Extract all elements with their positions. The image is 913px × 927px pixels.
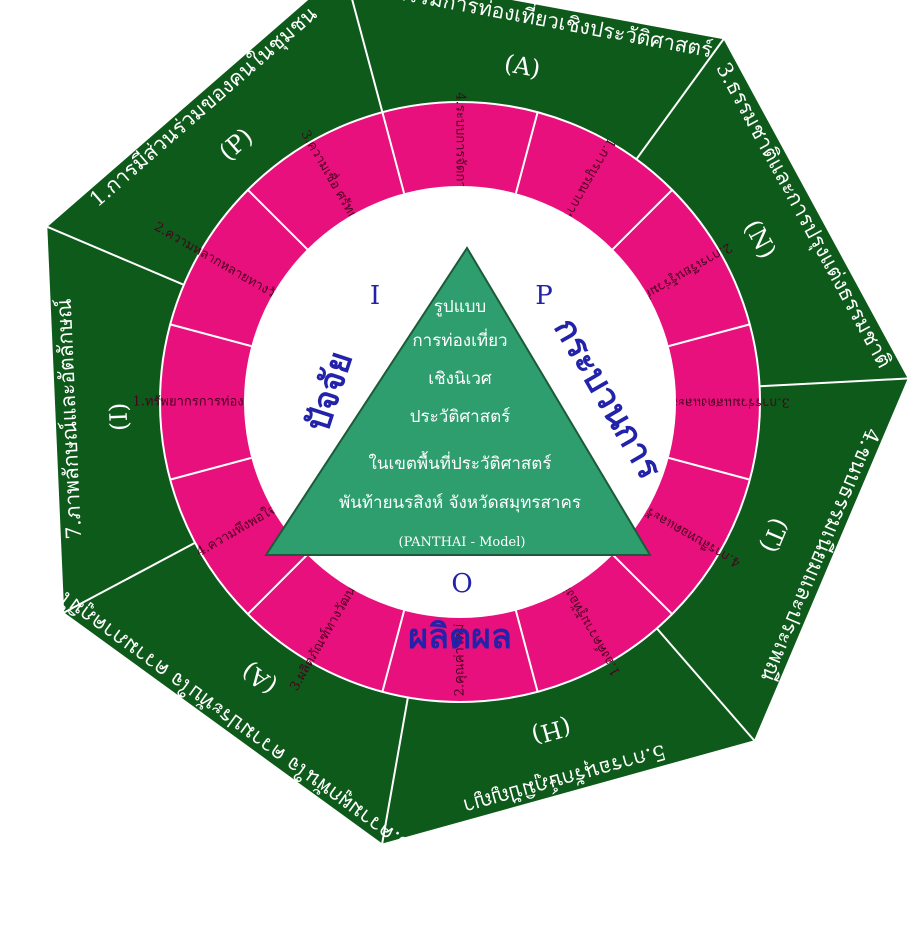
heptagon-divider [759, 377, 910, 388]
ring-divider [611, 553, 673, 615]
ring-divider [169, 456, 252, 481]
ring-divider [247, 553, 309, 615]
triangle-line-6: พันท้ายนรสิงห์ จังหวัดสมุทรสาคร [339, 493, 581, 513]
triangle-line-5: ในเขตพื้นที่ประวัติศาสตร์ [369, 451, 552, 474]
heptagon-divider [62, 541, 196, 615]
ring-divider [668, 456, 751, 481]
ring-divider [169, 323, 252, 348]
ring-divider [514, 111, 539, 194]
output-letter: O [451, 569, 472, 599]
triangle-line-4: ประวัติศาสตร์ [410, 407, 511, 427]
heptagon-divider [45, 225, 185, 286]
ipo-triangle: รูปแบบ การท่องเที่ยว เชิงนิเวศ ประวัติศา… [264, 246, 652, 556]
ring-divider [668, 323, 751, 348]
heptagon-divider [656, 627, 756, 743]
ring-segment-label: 1.ทรัพยากรการท่องเที่ยว [132, 393, 271, 410]
heptagon-divider [380, 697, 409, 846]
ring-segment-label: 3.การร่วมแสดงและสาธิต [646, 395, 789, 410]
outer-segment-letter: (A) [502, 49, 543, 83]
outer-segment-letter: (I) [104, 402, 133, 431]
ring-segment-label: 2.คุณค่าใหม่ [452, 624, 468, 697]
ring-divider [247, 189, 309, 251]
ring-divider [514, 610, 539, 693]
output-word: ผลิตผล [408, 617, 512, 657]
triangle-line-3: เชิงนิเวศ [428, 369, 492, 389]
input-letter: I [370, 281, 380, 311]
ring-divider [381, 111, 406, 194]
triangle-line-1: รูปแบบ [434, 297, 486, 317]
triangle-model-label: (PANTHAI - Model) [399, 535, 526, 550]
triangle-line-2: การท่องเที่ยว [412, 328, 507, 351]
triangle-shape [264, 246, 652, 556]
ring-segment-label: 4.ระบบการจัดการ [453, 92, 468, 195]
process-letter: P [535, 281, 553, 311]
heptagon-divider [351, 0, 384, 113]
ring-divider [611, 189, 673, 251]
ring-divider [381, 610, 406, 693]
heptagon-divider [635, 37, 726, 160]
